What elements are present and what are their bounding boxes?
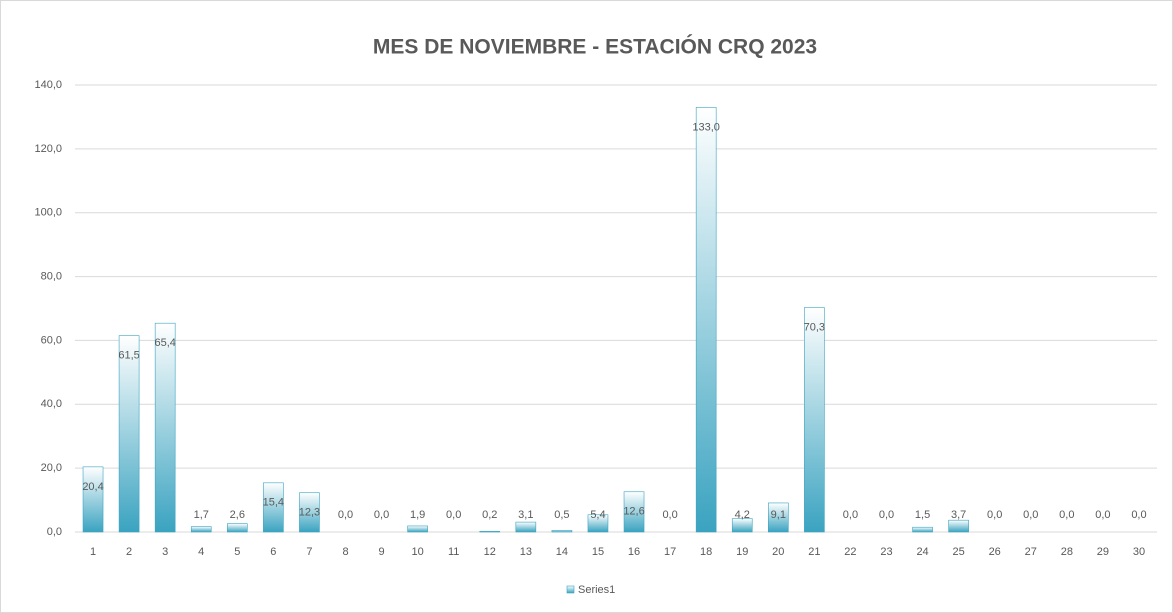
data-label: 3,1 bbox=[518, 509, 533, 521]
bar bbox=[154, 322, 176, 533]
y-tick-label: 0,0 bbox=[47, 526, 62, 538]
data-label: 12,3 bbox=[299, 507, 320, 519]
bar bbox=[479, 531, 501, 533]
x-tick-label: 12 bbox=[484, 546, 496, 558]
legend-label: Series1 bbox=[578, 584, 615, 596]
bar bbox=[767, 502, 789, 533]
data-label: 0,0 bbox=[843, 509, 858, 521]
data-label: 0,0 bbox=[1059, 509, 1074, 521]
x-tick-label: 19 bbox=[736, 546, 748, 558]
data-label: 0,0 bbox=[1131, 509, 1146, 521]
bar bbox=[190, 526, 212, 533]
data-label: 0,0 bbox=[987, 509, 1002, 521]
data-label: 0,0 bbox=[662, 509, 677, 521]
y-tick-label: 40,0 bbox=[41, 398, 62, 410]
data-label: 1,7 bbox=[194, 509, 209, 521]
data-label: 4,2 bbox=[735, 509, 750, 521]
data-label: 133,0 bbox=[692, 121, 720, 133]
x-tick-label: 18 bbox=[700, 546, 712, 558]
x-tick-label: 23 bbox=[880, 546, 892, 558]
data-label: 12,6 bbox=[623, 506, 644, 518]
data-label: 0,0 bbox=[1023, 509, 1038, 521]
bar bbox=[587, 514, 609, 533]
data-label: 20,4 bbox=[82, 481, 103, 493]
data-label: 15,4 bbox=[263, 497, 284, 509]
data-label: 0,2 bbox=[482, 509, 497, 521]
data-label: 0,0 bbox=[374, 509, 389, 521]
x-tick-label: 2 bbox=[126, 546, 132, 558]
y-tick-label: 120,0 bbox=[34, 143, 62, 155]
x-tick-label: 10 bbox=[412, 546, 424, 558]
bar bbox=[227, 523, 248, 533]
data-label: 61,5 bbox=[118, 350, 139, 362]
x-tick-label: 26 bbox=[989, 546, 1001, 558]
bar bbox=[263, 482, 284, 533]
data-label: 3,7 bbox=[951, 509, 966, 521]
y-tick-label: 20,0 bbox=[41, 462, 62, 474]
data-label: 0,0 bbox=[446, 509, 461, 521]
data-label: 1,5 bbox=[915, 509, 930, 521]
x-tick-label: 9 bbox=[379, 546, 385, 558]
data-label: 9,1 bbox=[771, 509, 786, 521]
y-tick-label: 60,0 bbox=[41, 334, 62, 346]
bar bbox=[515, 521, 537, 533]
data-label: 5,4 bbox=[590, 509, 605, 521]
x-tick-label: 5 bbox=[234, 546, 240, 558]
x-tick-label: 24 bbox=[916, 546, 928, 558]
data-label: 0,0 bbox=[338, 509, 353, 521]
bar bbox=[407, 525, 428, 533]
data-label: 2,6 bbox=[230, 509, 245, 521]
bar bbox=[731, 518, 753, 533]
bar bbox=[912, 526, 933, 533]
x-tick-label: 1 bbox=[90, 546, 96, 558]
x-tick-label: 28 bbox=[1061, 546, 1073, 558]
x-tick-label: 8 bbox=[342, 546, 348, 558]
x-tick-label: 7 bbox=[306, 546, 312, 558]
data-label: 1,9 bbox=[410, 509, 425, 521]
x-tick-label: 29 bbox=[1097, 546, 1109, 558]
x-tick-label: 13 bbox=[520, 546, 532, 558]
bar bbox=[623, 491, 645, 533]
x-tick-label: 11 bbox=[448, 546, 459, 558]
x-tick-label: 15 bbox=[592, 546, 604, 558]
bar bbox=[82, 466, 104, 533]
x-tick-label: 3 bbox=[162, 546, 168, 558]
x-tick-label: 20 bbox=[772, 546, 784, 558]
data-label: 65,4 bbox=[154, 337, 175, 349]
x-tick-label: 16 bbox=[628, 546, 640, 558]
x-tick-label: 6 bbox=[270, 546, 276, 558]
bar bbox=[804, 307, 825, 533]
bar bbox=[695, 107, 717, 533]
x-tick-label: 30 bbox=[1133, 546, 1145, 558]
bar bbox=[948, 519, 969, 533]
y-tick-label: 100,0 bbox=[34, 207, 62, 219]
x-tick-label: 17 bbox=[664, 546, 676, 558]
y-tick-label: 80,0 bbox=[41, 270, 62, 282]
x-tick-label: 21 bbox=[808, 546, 820, 558]
x-tick-label: 14 bbox=[556, 546, 568, 558]
x-tick-label: 4 bbox=[198, 546, 204, 558]
chart-title: MES DE NOVIEMBRE - ESTACIÓN CRQ 2023 bbox=[373, 35, 817, 59]
bar bbox=[551, 530, 573, 533]
legend-swatch bbox=[566, 585, 575, 594]
x-tick-label: 22 bbox=[844, 546, 856, 558]
bar bbox=[118, 335, 140, 533]
bar bbox=[299, 492, 320, 533]
data-label: 0,5 bbox=[554, 509, 569, 521]
x-tick-label: 27 bbox=[1025, 546, 1037, 558]
data-label: 70,3 bbox=[804, 321, 825, 333]
data-label: 0,0 bbox=[1095, 509, 1110, 521]
data-label: 0,0 bbox=[879, 509, 894, 521]
y-tick-label: 140,0 bbox=[34, 79, 62, 91]
x-tick-label: 25 bbox=[953, 546, 965, 558]
